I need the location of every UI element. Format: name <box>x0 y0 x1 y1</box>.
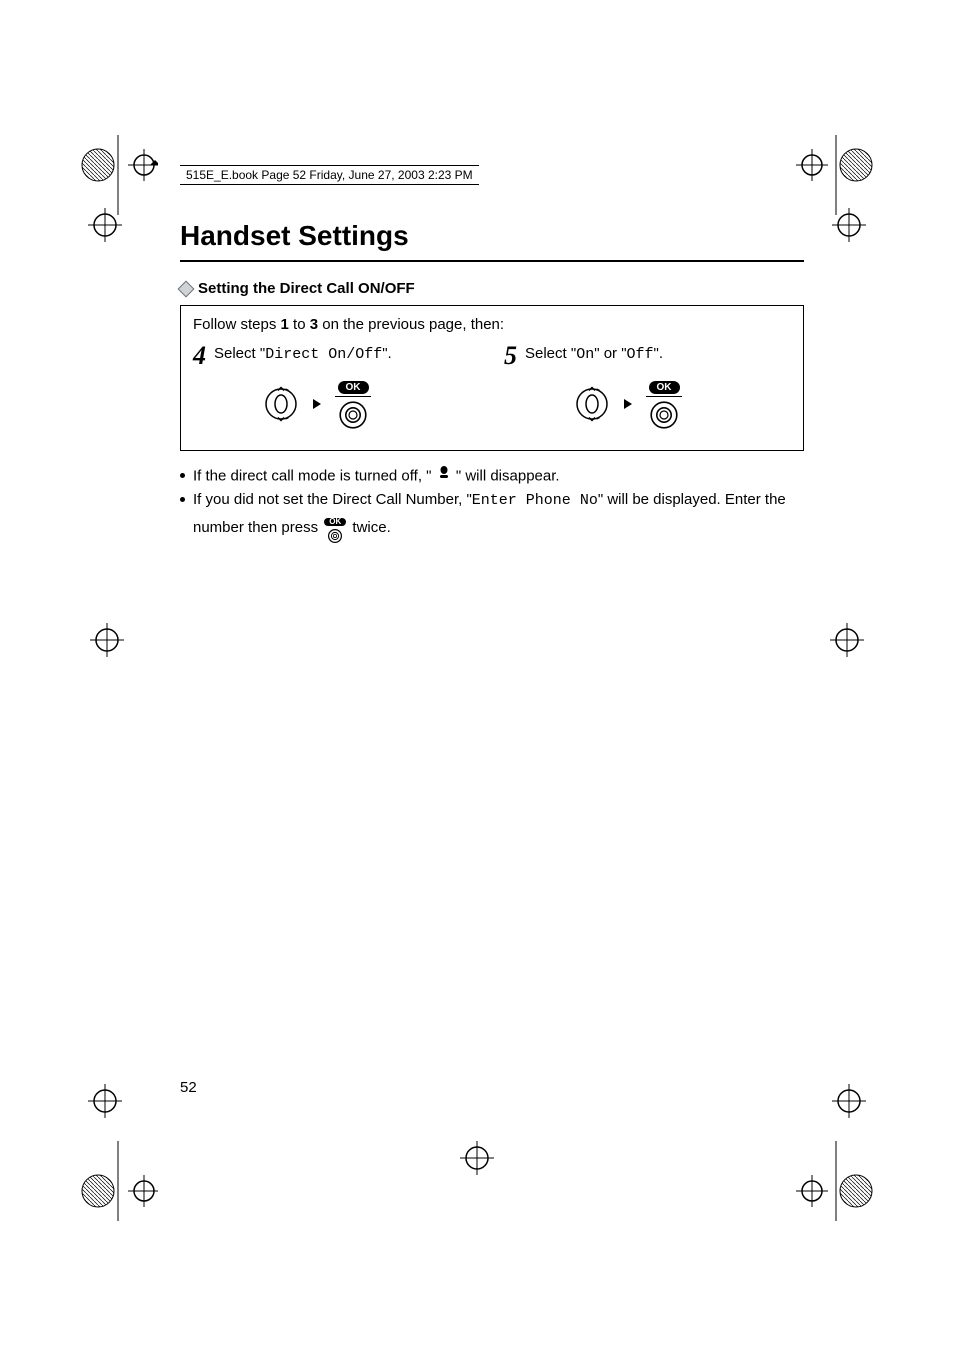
arrow-icon <box>311 397 323 416</box>
step-5-mono-on: On <box>576 346 594 363</box>
crop-mark-bottom-left <box>78 1141 158 1221</box>
note-1-text: If the direct call mode is turned off, "… <box>193 465 560 489</box>
ok-underline <box>646 396 682 397</box>
step-4-text: Select "Direct On/Off". <box>214 343 392 365</box>
title-rule <box>180 260 804 262</box>
follow-steps-line: Follow steps 1 to 3 on the previous page… <box>193 316 791 333</box>
step-5-icons: OK <box>574 377 791 436</box>
ok-button-graphic: OK <box>335 377 371 436</box>
follow-step-3: 3 <box>310 316 318 333</box>
step-5-pre: Select " <box>525 345 576 362</box>
step-5-text: Select "On" or "Off". <box>525 343 663 365</box>
ok-pill-small: OK <box>324 518 346 526</box>
ok-underline <box>335 396 371 397</box>
ok-button-graphic: OK <box>646 377 682 436</box>
follow-prefix: Follow steps <box>193 316 281 333</box>
crop-mark-sideline-left <box>80 200 130 280</box>
navigator-icon <box>263 386 299 427</box>
crop-mark-bottom-right <box>796 1141 876 1221</box>
crop-mark-mid-right <box>822 615 872 665</box>
step-4-mono: Direct On/Off <box>265 346 382 363</box>
page-content: Handset Settings Setting the Direct Call… <box>180 160 804 1191</box>
follow-mid: to <box>289 316 310 333</box>
section-subheading: Setting the Direct Call ON/OFF <box>180 280 804 297</box>
step-5: 5 Select "On" or "Off". <box>504 343 791 436</box>
note-2: If you did not set the Direct Call Numbe… <box>180 489 804 545</box>
crop-mark-sideline-right-bot <box>824 1061 874 1141</box>
bullet-icon <box>180 497 185 502</box>
step-4-post: ". <box>382 345 392 362</box>
note-1-post: " will disappear. <box>452 468 560 485</box>
handset-icon <box>436 465 452 489</box>
crop-mark-mid-left <box>82 615 132 665</box>
navigator-icon <box>574 386 610 427</box>
note-2-post: twice. <box>348 519 391 536</box>
step-5-number: 5 <box>504 343 517 369</box>
diamond-icon <box>178 280 195 297</box>
follow-suffix: on the previous page, then: <box>318 316 504 333</box>
ok-ring-icon <box>337 418 369 435</box>
note-2-text: If you did not set the Direct Call Numbe… <box>193 489 804 545</box>
crop-mark-sideline-right <box>824 200 874 280</box>
note-2-pre: If you did not set the Direct Call Numbe… <box>193 491 472 508</box>
step-4-number: 4 <box>193 343 206 369</box>
follow-step-1: 1 <box>281 316 289 333</box>
instruction-box: Follow steps 1 to 3 on the previous page… <box>180 305 804 451</box>
subheading-text: Setting the Direct Call ON/OFF <box>198 280 415 297</box>
step-5-mid: " or " <box>594 345 626 362</box>
ok-pill: OK <box>649 381 680 394</box>
step-5-post: ". <box>654 345 664 362</box>
step-4: 4 Select "Direct On/Off". <box>193 343 480 436</box>
steps-row: 4 Select "Direct On/Off". <box>193 343 791 436</box>
arrow-icon <box>622 397 634 416</box>
ok-ring-icon <box>648 418 680 435</box>
ok-pill: OK <box>338 381 369 394</box>
ok-inline-icon: OK <box>324 512 346 544</box>
note-2-mono: Enter Phone No <box>472 492 598 509</box>
step-5-mono-off: Off <box>627 346 654 363</box>
bullet-icon <box>180 473 185 478</box>
step-4-pre: Select " <box>214 345 265 362</box>
note-1: If the direct call mode is turned off, "… <box>180 465 804 489</box>
notes-block: If the direct call mode is turned off, "… <box>180 465 804 544</box>
page-title: Handset Settings <box>180 220 804 252</box>
note-1-pre: If the direct call mode is turned off, " <box>193 468 436 485</box>
step-4-icons: OK <box>263 377 480 436</box>
crop-mark-sideline-left-bot <box>80 1061 130 1141</box>
page-number: 52 <box>180 1079 197 1096</box>
